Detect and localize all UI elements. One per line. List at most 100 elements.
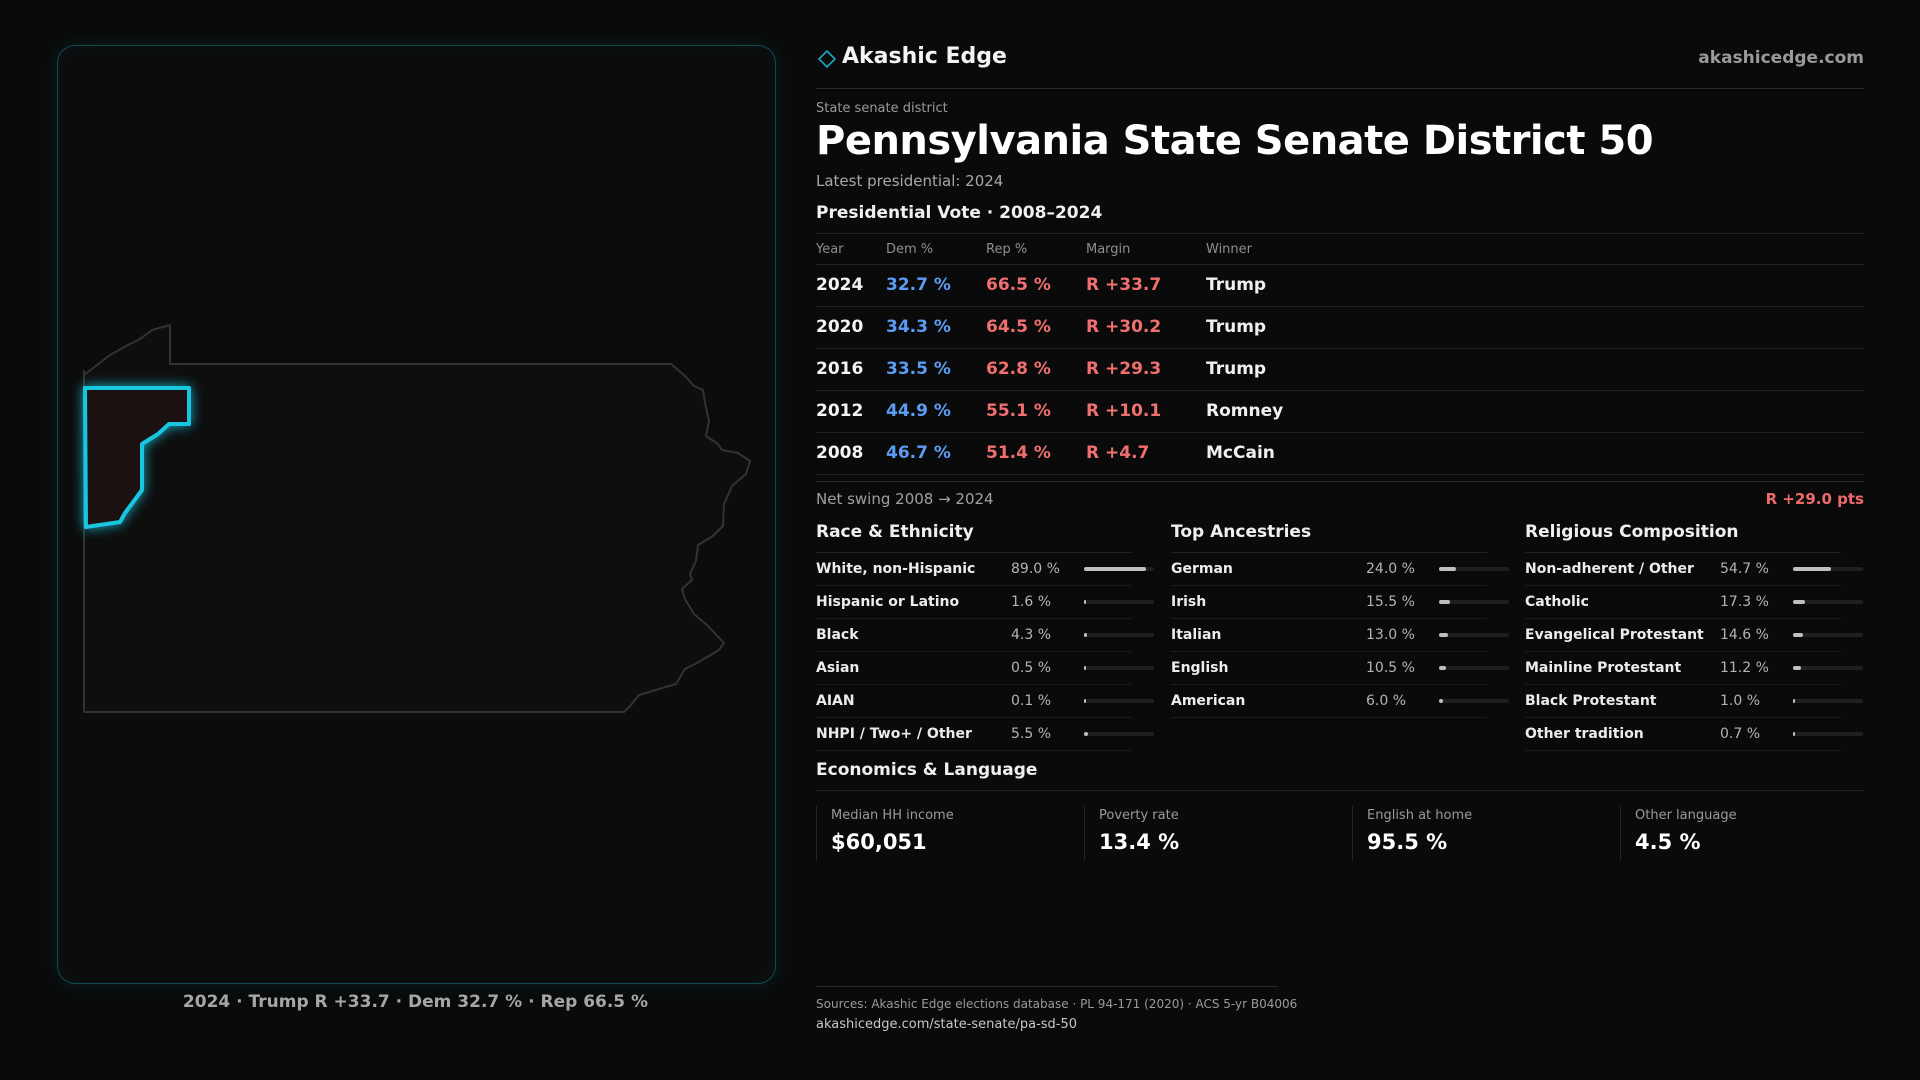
item-value: 54.7 % [1720, 561, 1769, 577]
share-bar-fill [1793, 567, 1831, 571]
religion-section-title: Religious Composition [1525, 520, 1841, 553]
item-label: Catholic [1525, 594, 1589, 610]
stat-value: 95.5 % [1367, 830, 1448, 854]
item-value: 1.6 % [1011, 594, 1052, 610]
item-label: English [1171, 660, 1229, 676]
margin-cell: R +33.7 [1086, 275, 1162, 295]
share-bar-fill [1084, 732, 1088, 736]
item-label: Asian [816, 660, 860, 676]
economics-section-header: Economics & Language [816, 760, 1864, 791]
race-section-title: Race & Ethnicity [816, 520, 1132, 553]
share-bar-fill [1439, 567, 1456, 571]
list-item: Italian 13.0 % [1171, 619, 1509, 652]
stat-card: English at home 95.5 % [1352, 806, 1621, 860]
share-bar [1084, 567, 1154, 571]
rep-cell: 66.5 % [986, 275, 1051, 295]
share-bar [1439, 699, 1509, 703]
share-bar [1084, 633, 1154, 637]
winner-cell: Trump [1206, 317, 1267, 337]
vote-table-header: Year Dem % Rep % Margin Winner [816, 234, 1864, 265]
year-cell: 2008 [816, 443, 864, 463]
rep-cell: 62.8 % [986, 359, 1051, 379]
net-swing: Net swing 2008 → 2024 R +29.0 pts [816, 481, 1864, 516]
share-bar-fill [1439, 666, 1446, 670]
winner-cell: Trump [1206, 359, 1267, 379]
share-bar-fill [1793, 666, 1801, 670]
list-item: AIAN 0.1 % [816, 685, 1154, 718]
net-swing-label: Net swing 2008 → 2024 [816, 490, 994, 508]
share-bar [1439, 633, 1509, 637]
share-bar [1793, 567, 1863, 571]
page-url-link[interactable]: akashicedge.com/state-senate/pa-sd-50 [816, 1017, 1078, 1032]
list-item: American 6.0 % [1171, 685, 1509, 718]
list-item: Non-adherent / Other 54.7 % [1525, 553, 1863, 586]
list-item: Asian 0.5 % [816, 652, 1154, 685]
col-year: Year [816, 242, 844, 257]
site-link[interactable]: akashicedge.com [1698, 48, 1864, 68]
stat-value: 13.4 % [1099, 830, 1180, 854]
list-item: Other tradition 0.7 % [1525, 718, 1863, 751]
share-bar-fill [1084, 600, 1086, 604]
header: Akashic Edge akashicedge.com [816, 44, 1864, 89]
stat-label: Other language [1635, 808, 1737, 823]
col-rep: Rep % [986, 242, 1028, 257]
dem-cell: 32.7 % [886, 275, 951, 295]
winner-cell: McCain [1206, 443, 1275, 463]
stat-value: 4.5 % [1635, 830, 1701, 854]
item-label: Irish [1171, 594, 1207, 610]
dem-cell: 44.9 % [886, 401, 951, 421]
share-bar-fill [1439, 600, 1450, 604]
district-type: State senate district [816, 101, 948, 116]
share-bar-fill [1084, 666, 1086, 670]
share-bar-fill [1084, 567, 1146, 571]
stat-label: Poverty rate [1099, 808, 1179, 823]
sources-footer: Sources: Akashic Edge elections database… [816, 986, 1297, 1032]
rep-cell: 55.1 % [986, 401, 1051, 421]
dem-cell: 34.3 % [886, 317, 951, 337]
share-bar [1793, 633, 1863, 637]
item-value: 11.2 % [1720, 660, 1769, 676]
item-value: 0.7 % [1720, 726, 1761, 742]
stat-label: English at home [1367, 808, 1473, 823]
item-label: German [1171, 561, 1233, 577]
share-bar [1793, 699, 1863, 703]
item-value: 89.0 % [1011, 561, 1060, 577]
year-cell: 2020 [816, 317, 864, 337]
net-swing-value: R +29.0 pts [1765, 490, 1864, 508]
share-bar-fill [1793, 699, 1795, 703]
share-bar [1793, 732, 1863, 736]
list-item: Catholic 17.3 % [1525, 586, 1863, 619]
margin-cell: R +30.2 [1086, 317, 1162, 337]
item-value: 0.5 % [1011, 660, 1052, 676]
stat-card: Poverty rate 13.4 % [1084, 806, 1353, 860]
margin-cell: R +4.7 [1086, 443, 1150, 463]
item-value: 17.3 % [1720, 594, 1769, 610]
col-margin: Margin [1086, 242, 1131, 257]
item-value: 5.5 % [1011, 726, 1052, 742]
item-label: Mainline Protestant [1525, 660, 1682, 676]
dem-cell: 33.5 % [886, 359, 951, 379]
item-label: NHPI / Two+ / Other [816, 726, 972, 742]
table-row: 2016 33.5 % 62.8 % R +29.3 Trump [816, 349, 1864, 391]
share-bar-fill [1793, 732, 1795, 736]
item-value: 4.3 % [1011, 627, 1052, 643]
list-item: White, non-Hispanic 89.0 % [816, 553, 1154, 586]
vote-section-title: Presidential Vote · 2008–2024 [816, 203, 1103, 223]
margin-cell: R +10.1 [1086, 401, 1162, 421]
item-value: 6.0 % [1366, 693, 1407, 709]
item-label: Black Protestant [1525, 693, 1657, 709]
year-cell: 2024 [816, 275, 864, 295]
item-value: 10.5 % [1366, 660, 1415, 676]
share-bar [1084, 732, 1154, 736]
stat-card: Median HH income $60,051 [816, 806, 1085, 860]
latest-presidential: Latest presidential: 2024 [816, 172, 1004, 190]
rep-cell: 51.4 % [986, 443, 1051, 463]
table-row: 2024 32.7 % 66.5 % R +33.7 Trump [816, 265, 1864, 307]
share-bar-fill [1439, 699, 1443, 703]
rep-cell: 64.5 % [986, 317, 1051, 337]
share-bar-fill [1084, 633, 1087, 637]
share-bar-fill [1793, 600, 1805, 604]
share-bar [1439, 600, 1509, 604]
dem-cell: 46.7 % [886, 443, 951, 463]
map-panel [57, 45, 776, 984]
